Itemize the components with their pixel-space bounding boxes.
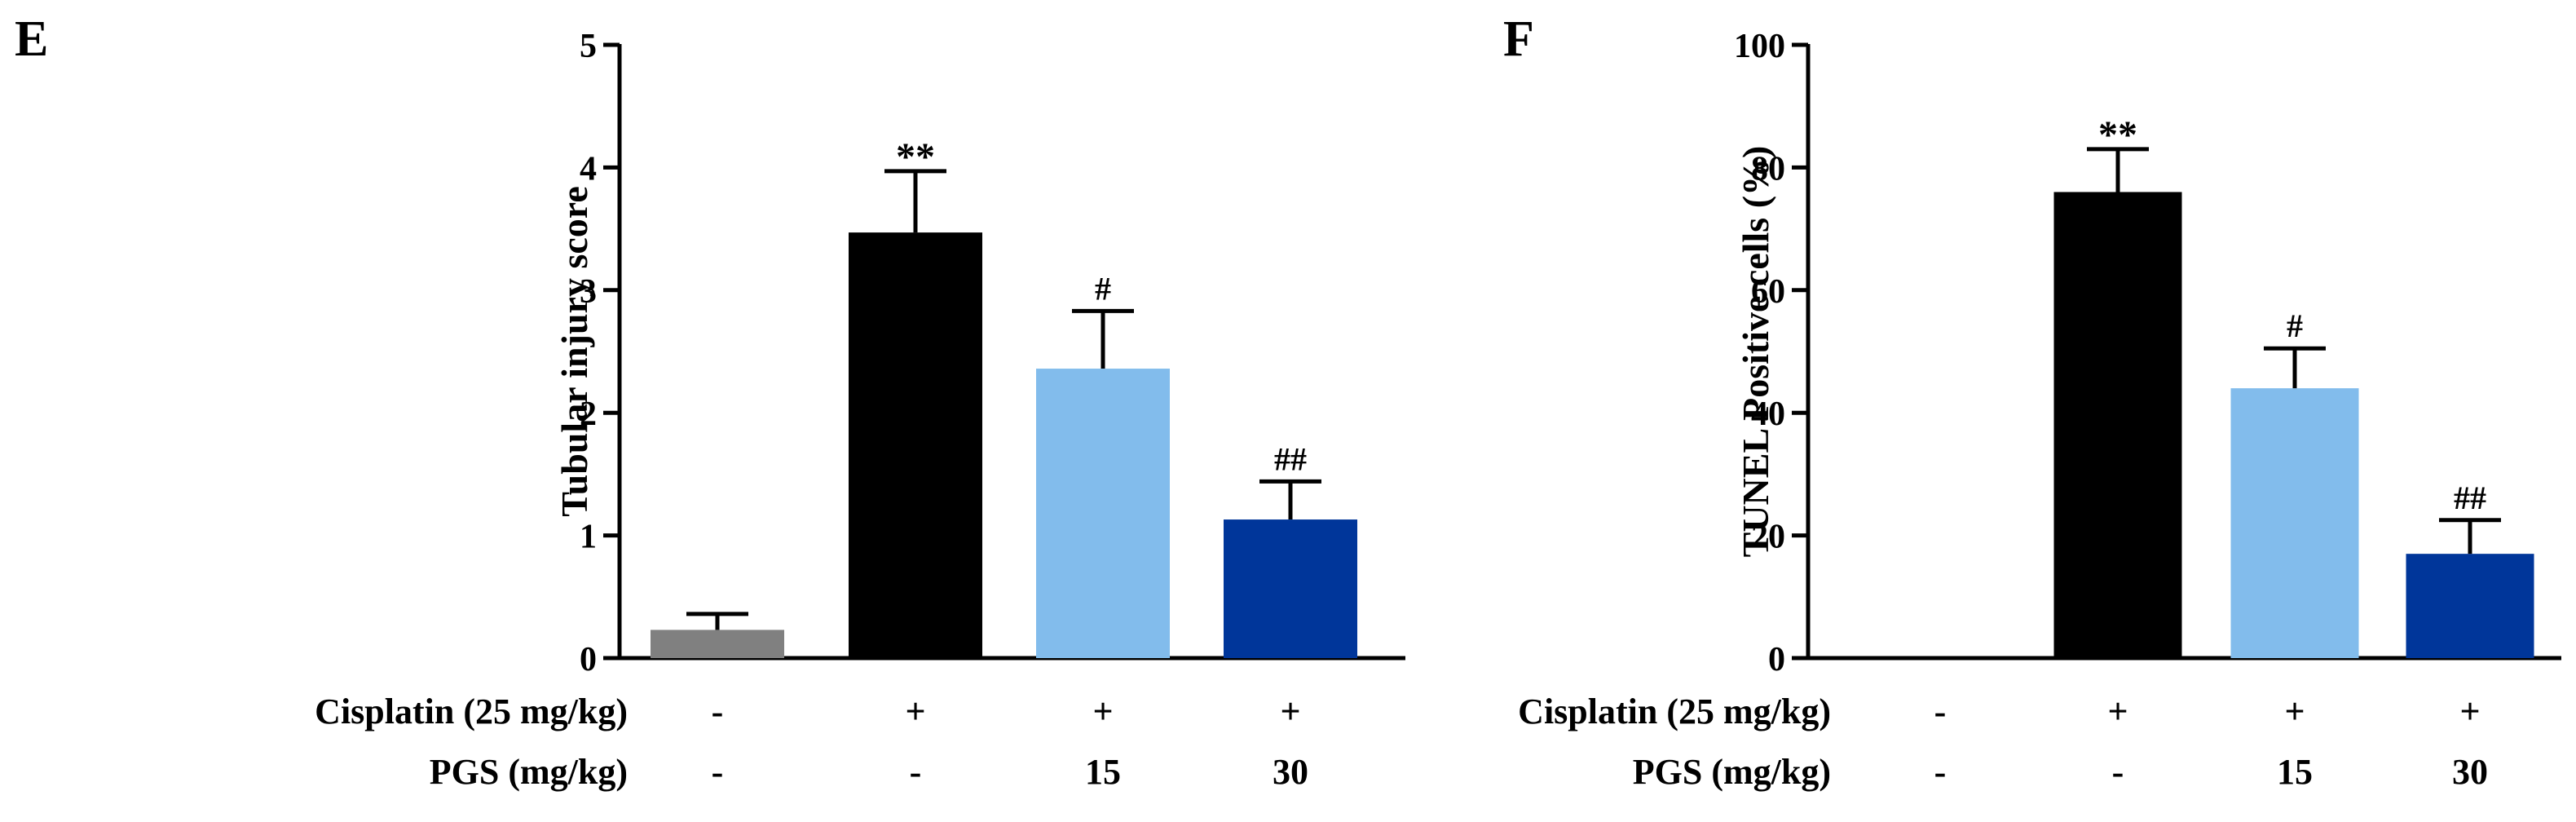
row-value-pgs: - — [712, 752, 724, 792]
bar — [2053, 192, 2182, 659]
y-tick-label: 60 — [1751, 273, 1785, 311]
row-label-pgs: PGS (mg/kg) — [1633, 752, 1831, 792]
row-value-cisplatin: + — [2107, 692, 2128, 731]
significance-label: ** — [2098, 113, 2137, 157]
y-tick-label: 5 — [580, 28, 597, 65]
significance-label: ** — [896, 135, 935, 179]
bar — [849, 232, 982, 658]
row-value-pgs: 30 — [2452, 752, 2488, 792]
significance-label: ## — [2454, 480, 2486, 516]
bar — [2230, 388, 2359, 658]
significance-label: # — [2287, 307, 2303, 344]
bar — [2406, 554, 2534, 658]
y-tick-label: 20 — [1751, 519, 1785, 556]
row-value-pgs: 15 — [2277, 752, 2313, 792]
bar — [651, 630, 784, 658]
row-label-pgs: PGS (mg/kg) — [430, 752, 628, 792]
y-tick-label: 1 — [580, 519, 597, 556]
row-value-pgs: 15 — [1085, 752, 1121, 792]
row-value-cisplatin: + — [1280, 692, 1300, 731]
row-value-cisplatin: - — [712, 692, 724, 731]
row-value-pgs: 30 — [1273, 752, 1308, 792]
row-value-cisplatin: + — [2284, 692, 2305, 731]
row-value-cisplatin: - — [1934, 692, 1947, 731]
row-label-cisplatin: Cisplatin (25 mg/kg) — [1518, 692, 1831, 731]
bar — [1036, 369, 1170, 658]
row-label-cisplatin: Cisplatin (25 mg/kg) — [315, 692, 628, 731]
y-tick-label: 40 — [1751, 396, 1785, 433]
y-tick-label: 3 — [580, 273, 597, 311]
bar — [1224, 519, 1357, 658]
y-tick-label: 80 — [1751, 150, 1785, 188]
significance-label: ## — [1274, 440, 1307, 477]
y-axis-label: Tubular injury score — [554, 186, 595, 517]
row-value-pgs: - — [910, 752, 922, 792]
y-tick-label: 4 — [580, 150, 597, 188]
y-axis-label: TUNEL Positive cells (%) — [1735, 146, 1776, 558]
panel-label: F — [1503, 11, 1534, 67]
y-tick-label: 100 — [1734, 28, 1785, 65]
panel-label: E — [15, 11, 48, 67]
row-value-cisplatin: + — [905, 692, 925, 731]
row-value-cisplatin: + — [1092, 692, 1113, 731]
row-value-cisplatin: + — [2459, 692, 2480, 731]
y-tick-label: 2 — [580, 396, 597, 433]
significance-label: # — [1095, 270, 1111, 307]
row-value-pgs: - — [1934, 752, 1947, 792]
y-tick-label: 0 — [1768, 641, 1785, 678]
y-tick-label: 0 — [580, 641, 597, 678]
row-value-pgs: - — [2112, 752, 2124, 792]
